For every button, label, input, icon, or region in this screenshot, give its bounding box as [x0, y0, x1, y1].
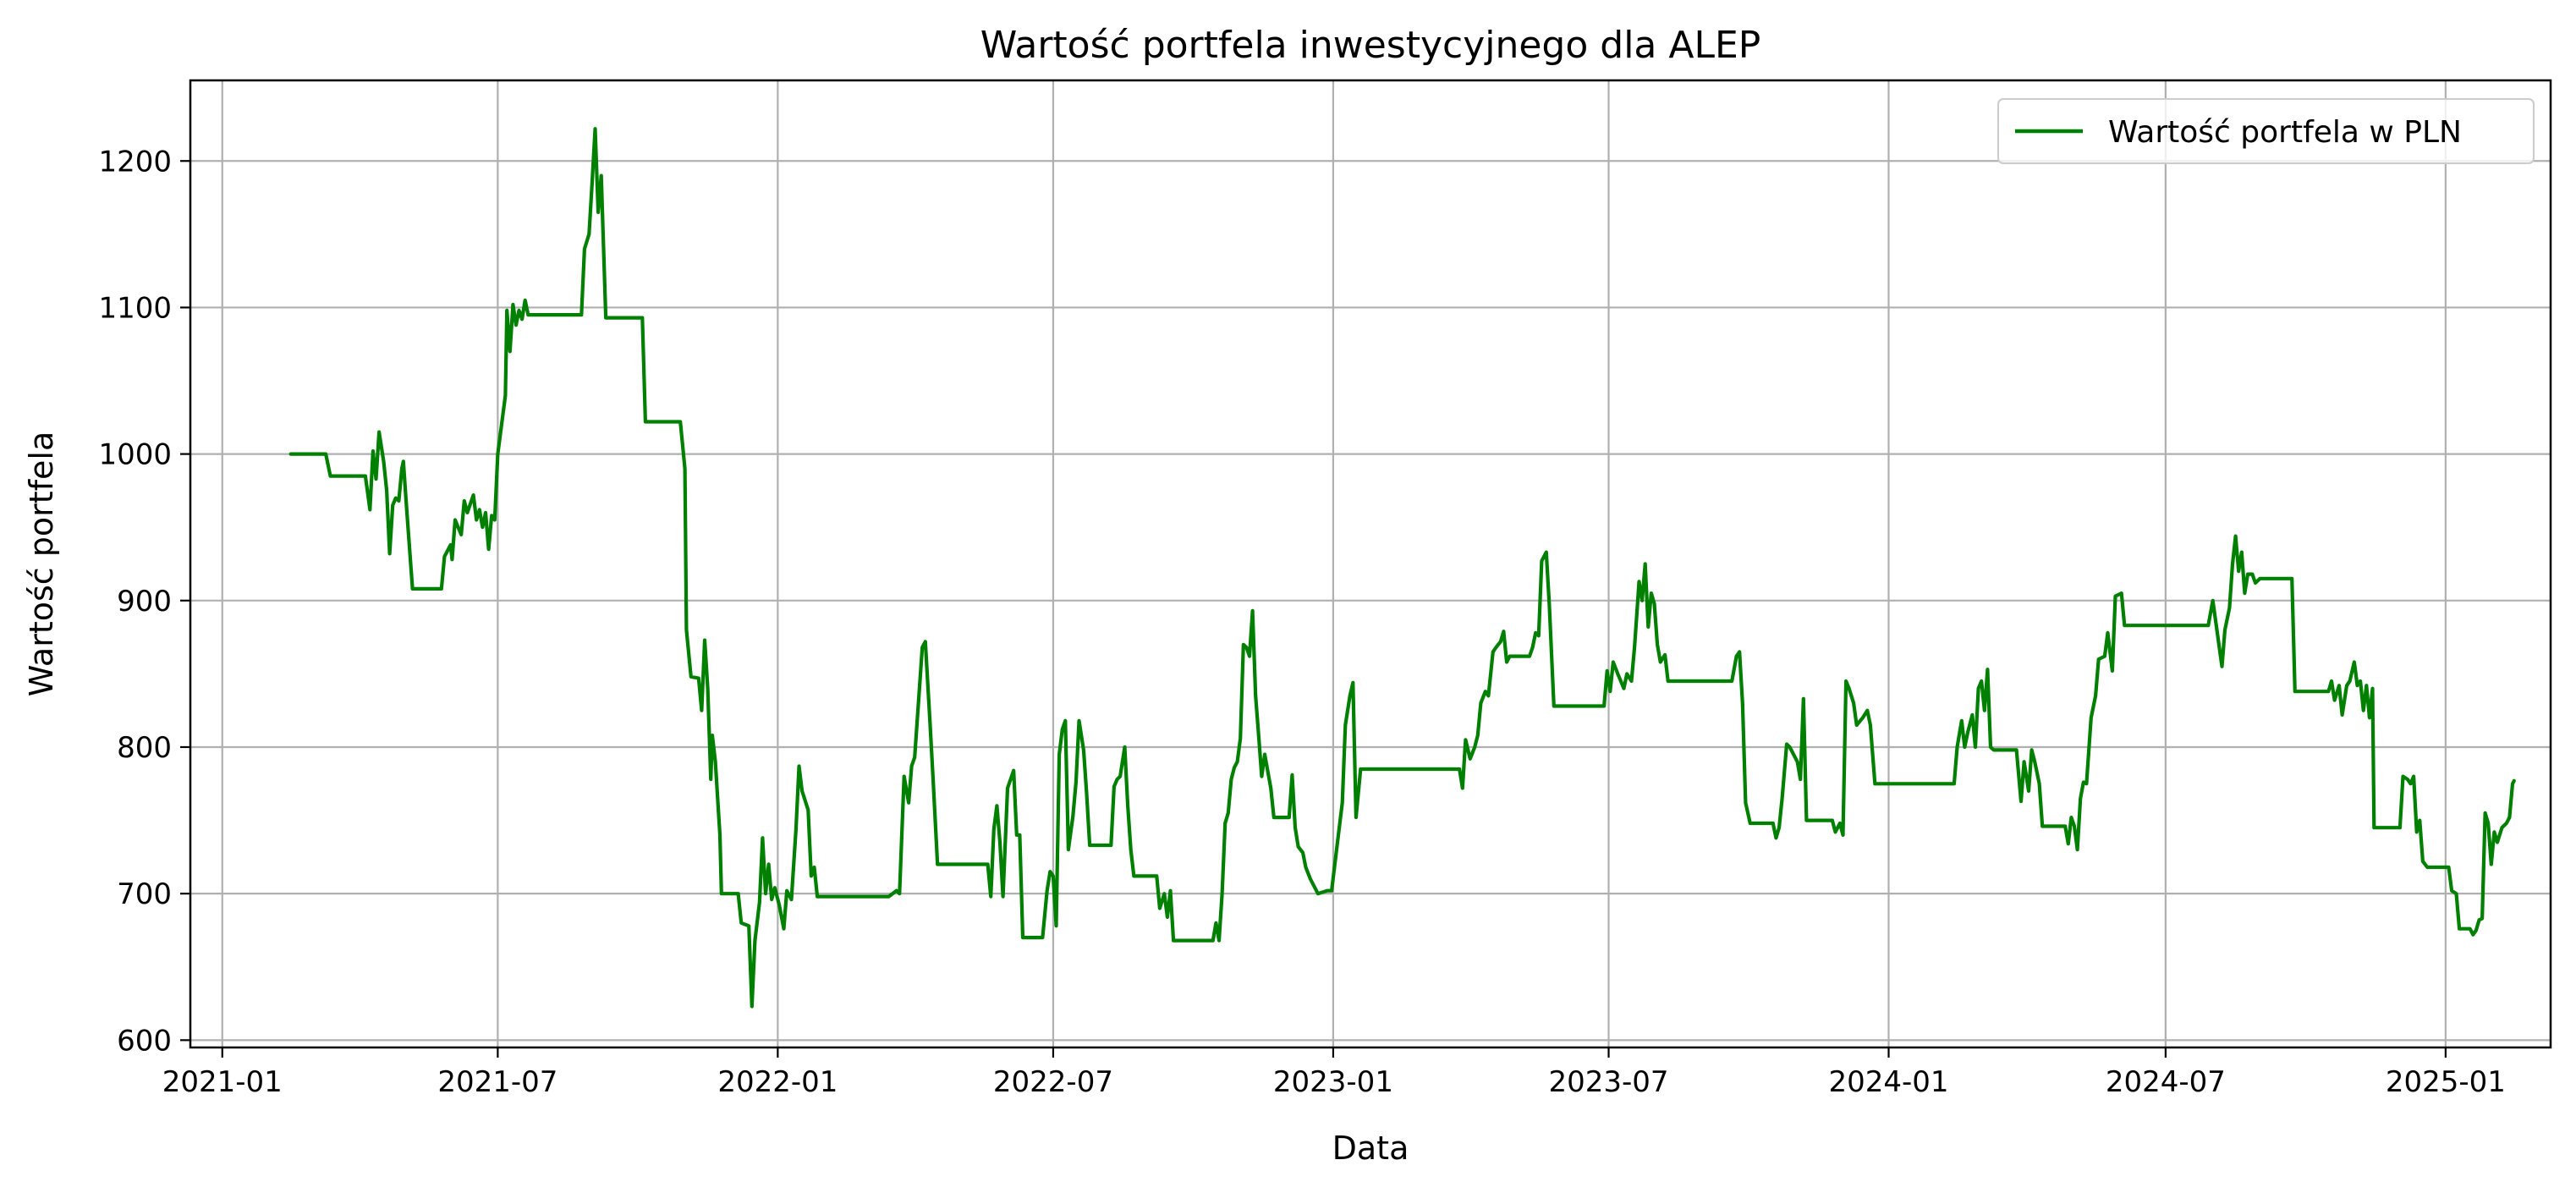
x-axis-ticks: 2021-01 2021-07 2022-01 2022-07 2023-01 2023-… [162, 1047, 2506, 1099]
legend: Wartość portfela w PLN [1997, 98, 2535, 164]
plot-frame [189, 79, 2552, 1049]
grid-lines [190, 80, 2551, 1047]
series-layer [288, 127, 2516, 1009]
x-tick-label: 2021-01 [162, 1065, 283, 1099]
x-tick-label: 2022-07 [993, 1065, 1113, 1099]
y-tick-label: 1100 [98, 291, 172, 325]
x-tick-label: 2023-01 [1273, 1065, 1393, 1099]
y-tick-label: 700 [117, 877, 172, 911]
y-axis-label: Wartość portfela [23, 432, 60, 696]
y-tick-label: 1000 [98, 438, 172, 472]
series-line [288, 127, 2516, 1009]
legend-label: Wartość portfela w PLN [2108, 115, 2462, 150]
y-tick-label: 900 [117, 585, 172, 618]
y-axis-ticks: 600 700 800 900 1000 1100 1200 [98, 145, 190, 1058]
x-tick-label: 2024-07 [2106, 1065, 2226, 1099]
x-tick-label: 2024-01 [1828, 1065, 1948, 1099]
x-tick-label: 2025-01 [2386, 1065, 2506, 1099]
chart-title: Wartość portfela inwestycyjnego dla ALEP [980, 24, 1761, 67]
x-axis-label: Data [1332, 1130, 1409, 1167]
y-tick-label: 600 [117, 1024, 172, 1058]
legend-box [1997, 98, 2535, 164]
x-tick-label: 2023-07 [1548, 1065, 1668, 1099]
y-tick-label: 800 [117, 731, 172, 765]
x-tick-label: 2022-01 [717, 1065, 838, 1099]
y-tick-label: 1200 [98, 145, 172, 179]
x-tick-label: 2021-07 [437, 1065, 557, 1099]
